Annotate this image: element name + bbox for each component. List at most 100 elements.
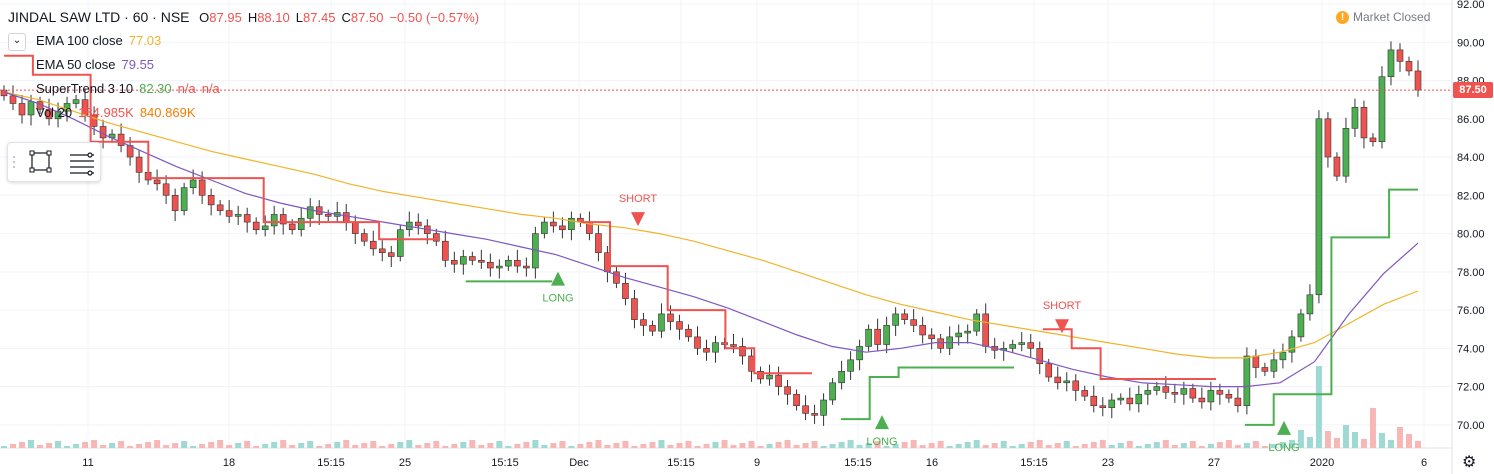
ema100-line [3, 91, 1419, 359]
candle [306, 206, 314, 219]
ohlc-item: H88.10 [248, 10, 290, 25]
volume-bar [847, 440, 854, 448]
long-signal-label: LONG [542, 293, 573, 305]
volume-bar [910, 440, 917, 448]
x-tick-label: 6 [1421, 457, 1427, 469]
candle [1252, 355, 1260, 368]
volume-bar [460, 442, 467, 448]
candle [541, 221, 548, 234]
volume-bar [964, 442, 971, 448]
volume-bar [145, 442, 152, 448]
ohlc-value: 87.45 [302, 10, 336, 25]
volume-bar [73, 444, 80, 448]
volume-bar [838, 442, 845, 448]
candle [1369, 137, 1377, 143]
indicator-row[interactable]: ⌄ EMA 100 close 77.03 [8, 30, 479, 54]
candle [757, 371, 764, 380]
indicator-name: EMA 50 close [36, 57, 116, 72]
ohlc-label: O [199, 10, 210, 25]
volume-bar [1135, 446, 1142, 448]
drawing-toolbar[interactable] [7, 142, 101, 182]
volume-bar [82, 442, 89, 448]
volume-bar [199, 444, 206, 448]
candle [297, 217, 305, 231]
candle [811, 413, 818, 416]
gear-icon[interactable]: ⚙ [1462, 454, 1477, 471]
volume-bar [1027, 442, 1034, 448]
indicator-value: n/a [201, 81, 220, 96]
candle [766, 374, 773, 380]
indicator-row[interactable]: SuperTrend 3 10 82.30 n/a n/a [8, 78, 479, 102]
candle [703, 348, 710, 353]
symbol-title: JINDAL SAW LTD · 60 · NSE [8, 9, 190, 25]
rectangle-icon[interactable] [29, 150, 52, 173]
candle [856, 346, 863, 361]
drag-handle-icon[interactable] [13, 156, 15, 168]
y-tick-label: 80.00 [1457, 229, 1485, 241]
chevron-down-icon[interactable]: ⌄ [8, 32, 26, 51]
volume-bar [874, 441, 881, 448]
volume-bar [568, 446, 575, 448]
volume-bar [100, 445, 107, 448]
candle [1126, 397, 1134, 405]
volume-bar [1360, 439, 1367, 448]
candle [1405, 61, 1413, 72]
volume-bar [991, 443, 998, 448]
volume-bar [1171, 445, 1178, 448]
volume-bar [370, 441, 377, 448]
candle [1018, 342, 1026, 345]
volume-bar [1387, 440, 1394, 448]
candle [1279, 351, 1287, 361]
volume-bar [10, 444, 17, 448]
candle [1090, 395, 1098, 407]
indicator-row[interactable]: EMA 50 close 79.55 [8, 54, 479, 78]
candle [442, 240, 449, 261]
lines-icon[interactable] [70, 152, 94, 176]
y-tick-label: 84.00 [1457, 152, 1485, 164]
volume-bar [343, 440, 350, 448]
candle [460, 256, 467, 265]
indicator-row[interactable]: Vol 20 184.985K 840.869K [8, 102, 479, 126]
market-status[interactable]: ! Market Closed [1336, 10, 1431, 25]
candle [288, 223, 296, 231]
candle [487, 261, 494, 269]
candle [478, 260, 485, 263]
y-tick-label: 70.00 [1457, 420, 1485, 432]
volume-bar [1315, 366, 1322, 448]
candle [964, 330, 971, 334]
candle [171, 195, 179, 211]
candle [1351, 107, 1359, 129]
volume-bar [1, 446, 7, 448]
volume-bar [532, 440, 539, 448]
volume-bar [172, 443, 179, 448]
candle [1189, 388, 1197, 399]
volume-bar [361, 443, 368, 448]
volume-bar [190, 446, 197, 448]
volume-bar [1009, 446, 1016, 448]
market-status-text: Market Closed [1353, 10, 1431, 24]
volume-series [1, 366, 1421, 448]
x-tick-label: 23 [1102, 457, 1114, 469]
volume-bar [244, 441, 251, 448]
volume-bar [478, 445, 485, 448]
x-tick-label: 11 [82, 457, 93, 469]
ohlc-item: L87.45 [296, 10, 336, 25]
candle [667, 313, 674, 322]
volume-bar [901, 442, 908, 448]
candle [1153, 386, 1161, 391]
candle [919, 325, 926, 336]
candle [1009, 344, 1017, 349]
volume-bar [514, 444, 521, 448]
candle [676, 321, 683, 330]
volume-bar [883, 446, 890, 448]
volume-bar [631, 446, 638, 448]
volume-bar [829, 444, 836, 448]
candle [234, 214, 242, 217]
candle [1117, 397, 1125, 401]
candle [1027, 342, 1035, 349]
ohlc-label: C [341, 10, 351, 25]
volume-bar [766, 444, 773, 448]
volume-bar [1225, 440, 1232, 448]
volume-bar [658, 440, 665, 448]
